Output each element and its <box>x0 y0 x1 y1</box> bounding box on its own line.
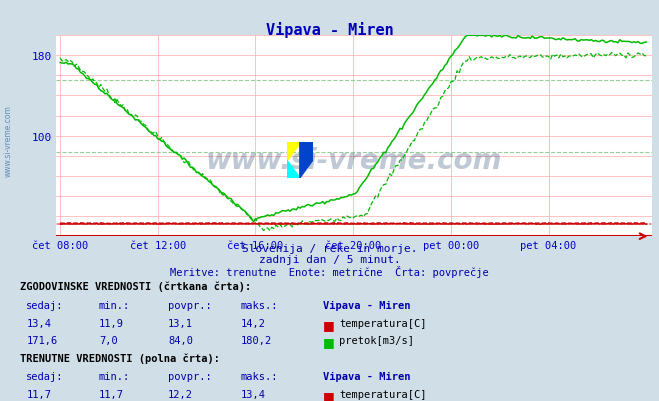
Polygon shape <box>300 142 313 178</box>
Text: 13,4: 13,4 <box>26 318 51 328</box>
Text: 13,4: 13,4 <box>241 389 266 399</box>
Text: 11,7: 11,7 <box>26 389 51 399</box>
Text: temperatura[C]: temperatura[C] <box>339 389 427 399</box>
Text: ■: ■ <box>323 335 335 348</box>
Text: Vipava - Miren: Vipava - Miren <box>323 371 411 381</box>
Text: sedaj:: sedaj: <box>26 300 64 310</box>
Text: Meritve: trenutne  Enote: metrične  Črta: povprečje: Meritve: trenutne Enote: metrične Črta: … <box>170 265 489 277</box>
Text: 13,1: 13,1 <box>168 318 193 328</box>
Text: sedaj:: sedaj: <box>26 371 64 381</box>
Text: 7,0: 7,0 <box>99 335 117 345</box>
Text: 11,9: 11,9 <box>99 318 124 328</box>
Text: ■: ■ <box>323 318 335 331</box>
Text: maks.:: maks.: <box>241 371 278 381</box>
Text: povpr.:: povpr.: <box>168 371 212 381</box>
Text: min.:: min.: <box>99 300 130 310</box>
Text: temperatura[C]: temperatura[C] <box>339 318 427 328</box>
Text: Vipava - Miren: Vipava - Miren <box>266 22 393 38</box>
Text: ■: ■ <box>323 389 335 401</box>
Text: www.si-vreme.com: www.si-vreme.com <box>206 146 502 174</box>
Text: min.:: min.: <box>99 371 130 381</box>
Polygon shape <box>287 142 300 160</box>
Text: pretok[m3/s]: pretok[m3/s] <box>339 335 415 345</box>
Text: 14,2: 14,2 <box>241 318 266 328</box>
Text: 171,6: 171,6 <box>26 335 57 345</box>
Polygon shape <box>287 160 300 178</box>
Text: maks.:: maks.: <box>241 300 278 310</box>
Text: ZGODOVINSKE VREDNOSTI (črtkana črta):: ZGODOVINSKE VREDNOSTI (črtkana črta): <box>20 281 251 291</box>
Text: 180,2: 180,2 <box>241 335 272 345</box>
Text: www.si-vreme.com: www.si-vreme.com <box>4 105 13 176</box>
Text: Vipava - Miren: Vipava - Miren <box>323 300 411 310</box>
Text: 11,7: 11,7 <box>99 389 124 399</box>
Text: 84,0: 84,0 <box>168 335 193 345</box>
Text: TRENUTNE VREDNOSTI (polna črta):: TRENUTNE VREDNOSTI (polna črta): <box>20 353 219 363</box>
Polygon shape <box>300 142 313 160</box>
Text: povpr.:: povpr.: <box>168 300 212 310</box>
Text: 12,2: 12,2 <box>168 389 193 399</box>
Text: Slovenija / reke in morje.: Slovenija / reke in morje. <box>242 244 417 254</box>
Text: zadnji dan / 5 minut.: zadnji dan / 5 minut. <box>258 255 401 265</box>
